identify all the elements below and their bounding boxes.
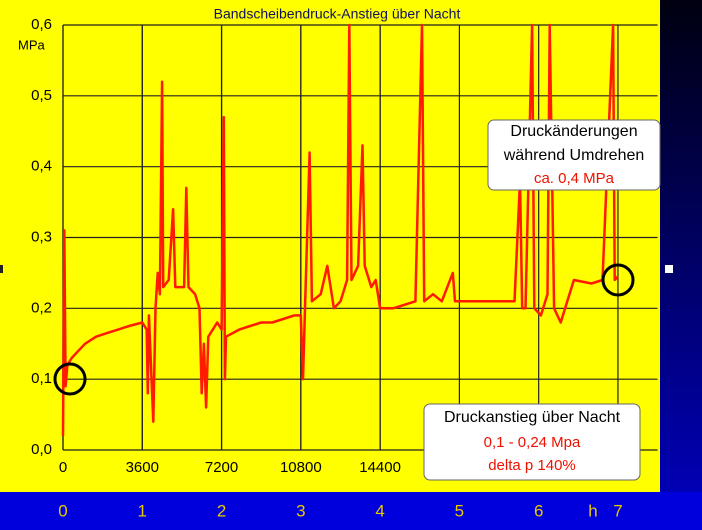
annotation-text: ca. 0,4 MPa (534, 170, 615, 187)
annotation-text: Druckänderungen (510, 123, 637, 140)
x2-tick-label: 5 (455, 501, 464, 520)
x2-tick-label: 2 (217, 501, 226, 520)
x2-tick-label: 3 (296, 501, 305, 520)
y-tick-label: 0,5 (31, 87, 52, 104)
x2-tick-label: 0 (58, 501, 67, 520)
y-tick-label: 0,2 (31, 299, 52, 316)
x2-tick-label: 1 (138, 501, 147, 520)
annotation: Druckänderungen während Umdrehen ca. 0,4… (487, 119, 661, 191)
y-unit: MPa (18, 37, 46, 52)
x-tick-label: 10800 (280, 459, 322, 476)
y-tick-label: 0,0 (31, 441, 52, 458)
annotation-text: während Umdrehen (503, 147, 645, 164)
x2-unit: h (588, 501, 597, 520)
y-tick-label: 0,3 (31, 228, 52, 245)
annotation-box (487, 119, 661, 191)
highlight-circle (601, 263, 635, 297)
y-tick-label: 0,4 (31, 158, 52, 175)
annotation-box (423, 403, 641, 481)
x-tick-label: 0 (59, 459, 67, 476)
y-tick-label: 0,6 (31, 16, 52, 33)
x-tick-label: 3600 (126, 459, 159, 476)
annotation-text: 0,1 - 0,24 Mpa (484, 434, 581, 451)
y-tick-label: 0,1 (31, 370, 52, 387)
highlight-circle (53, 362, 87, 396)
x2-tick-label: 7 (613, 501, 622, 520)
annotation-text: delta p 140% (488, 457, 576, 474)
marker-square (0, 265, 3, 273)
chart-title: Bandscheibendruck-Anstieg über Nacht (214, 6, 461, 22)
annotation-text: Druckanstieg über Nacht (444, 409, 621, 426)
x2-tick-label: 4 (375, 501, 384, 520)
hour-strip (0, 492, 702, 530)
annotation: Druckanstieg über Nacht 0,1 - 0,24 Mpa d… (423, 403, 641, 481)
marker-square (665, 265, 673, 273)
x2-tick-label: 6 (534, 501, 543, 520)
x-tick-label: 7200 (205, 459, 238, 476)
x-tick-label: 14400 (359, 459, 401, 476)
